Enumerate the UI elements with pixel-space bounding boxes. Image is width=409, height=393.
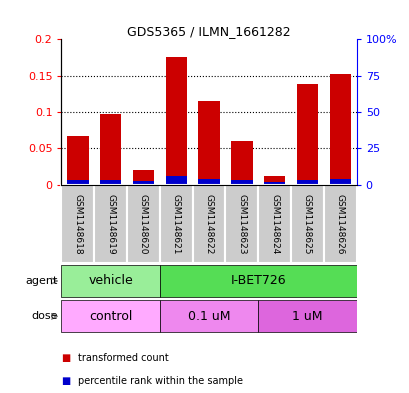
Bar [296,84,317,185]
Bar [258,300,356,332]
Text: ■: ■ [61,353,71,363]
Text: GSM1148620: GSM1148620 [139,194,148,254]
Bar [296,180,317,185]
Bar [231,141,252,185]
Bar [61,265,160,297]
Text: vehicle: vehicle [88,274,133,288]
Bar [160,300,258,332]
Text: agent: agent [25,276,57,286]
Text: GSM1148621: GSM1148621 [171,194,180,254]
Bar [127,185,160,263]
Text: GSM1148624: GSM1148624 [270,194,279,254]
Bar [100,180,121,185]
Bar [323,185,356,263]
Text: GSM1148618: GSM1148618 [73,194,82,254]
Bar [100,114,121,185]
Bar [329,74,350,185]
Bar [198,179,219,185]
Bar [160,185,192,263]
Text: transformed count: transformed count [78,353,168,363]
Bar [231,180,252,185]
Text: dose: dose [31,311,57,321]
Bar [258,185,290,263]
Text: GSM1148625: GSM1148625 [302,194,311,254]
Text: percentile rank within the sample: percentile rank within the sample [78,376,242,386]
Bar [198,101,219,185]
Bar [133,170,154,185]
Bar [225,185,258,263]
Bar [263,182,285,185]
Bar [263,176,285,185]
Text: 0.1 uM: 0.1 uM [187,310,230,323]
Text: GSM1148619: GSM1148619 [106,194,115,254]
Bar [290,185,323,263]
Bar [67,136,88,185]
Text: I-BET726: I-BET726 [230,274,285,288]
Text: ■: ■ [61,376,71,386]
Bar [61,185,94,263]
Text: GSM1148626: GSM1148626 [335,194,344,254]
Bar [329,179,350,185]
Text: 1 uM: 1 uM [292,310,322,323]
Text: GSM1148622: GSM1148622 [204,194,213,254]
Bar [133,181,154,185]
Bar [165,176,187,185]
Title: GDS5365 / ILMN_1661282: GDS5365 / ILMN_1661282 [127,25,290,38]
Bar [94,185,127,263]
Bar [160,265,356,297]
Bar [192,185,225,263]
Bar [165,57,187,185]
Text: GSM1148623: GSM1148623 [237,194,246,254]
Text: control: control [89,310,132,323]
Bar [61,300,160,332]
Bar [67,180,88,185]
